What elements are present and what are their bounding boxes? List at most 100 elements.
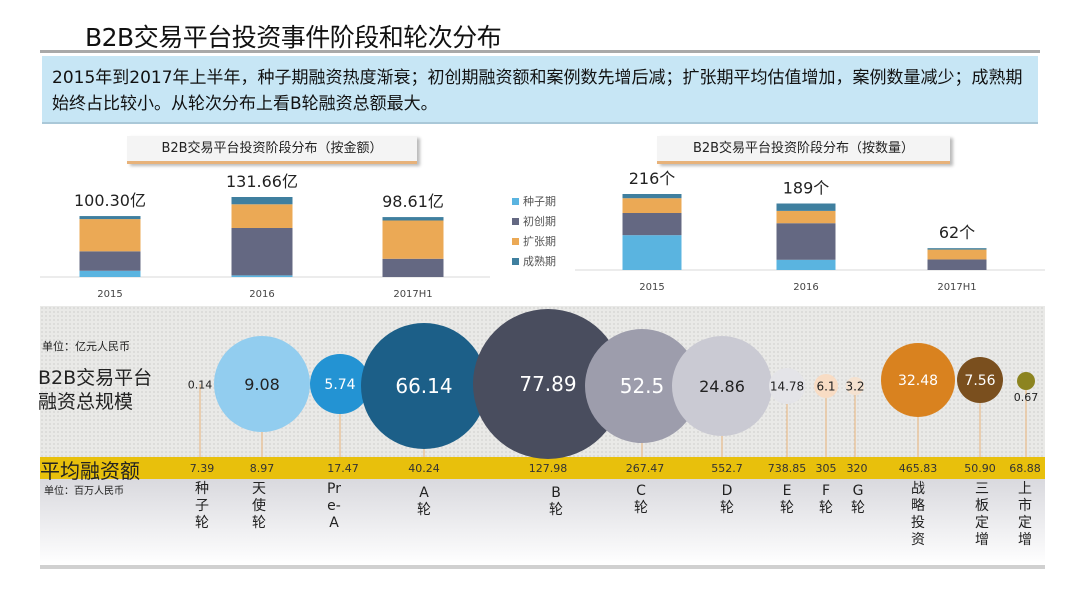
bar-segment-扩张期 — [382, 220, 444, 259]
bubble-B轮 — [473, 309, 623, 459]
page-title: B2B交易平台投资事件阶段和轮次分布 — [85, 23, 502, 52]
average-value: 50.90 — [964, 462, 996, 475]
amount-chart-title: B2B交易平台投资阶段分布（按金额） — [127, 136, 417, 164]
bubble-C轮 — [585, 329, 699, 443]
bar-segment-成熟期 — [382, 217, 444, 221]
summary-box: 2015年到2017年上半年，种子期融资热度渐衰；初创期融资额和案例数先增后减；… — [42, 56, 1038, 124]
bubble-F轮 — [814, 374, 838, 398]
bubble-value: 24.86 — [699, 377, 745, 396]
x-tick-label: 2016 — [249, 289, 274, 300]
total-label: 131.66亿 — [226, 172, 298, 191]
bar-segment-种子期 — [231, 275, 293, 277]
round-label: 上市定增 — [1018, 481, 1032, 548]
average-value: 552.7 — [711, 462, 743, 475]
bar-segment-扩张期 — [776, 210, 836, 224]
x-tick-label: 2017H1 — [937, 282, 976, 293]
bar-segment-初创期 — [79, 251, 141, 271]
x-tick-label: 2017H1 — [393, 289, 432, 300]
average-value: 320 — [847, 462, 868, 475]
legend-swatch — [512, 238, 519, 245]
average-value: 7.39 — [190, 462, 215, 475]
bubble-三板定增 — [957, 357, 1003, 403]
title-divider — [40, 50, 1040, 53]
bubble-value: 3.2 — [845, 379, 864, 393]
total-label: 62个 — [939, 223, 975, 242]
bubble-value: 5.74 — [324, 377, 355, 393]
round-label: A轮 — [417, 485, 431, 518]
bar-segment-初创期 — [927, 259, 987, 270]
bar-segment-初创期 — [231, 227, 293, 276]
average-value: 127.98 — [529, 462, 568, 475]
bar-segment-成熟期 — [231, 197, 293, 205]
bubble-天使轮 — [214, 336, 310, 432]
bar-segment-初创期 — [382, 258, 444, 277]
bar-segment-初创期 — [622, 213, 682, 236]
bar-segment-成熟期 — [79, 216, 141, 220]
bar-segment-成熟期 — [776, 203, 836, 211]
round-label: 战略投资 — [911, 481, 925, 548]
round-label: G轮 — [851, 483, 865, 516]
bubble-value: 9.08 — [244, 375, 280, 394]
average-unit-label: 单位：百万人民币 — [44, 486, 124, 497]
round-label: 三板定增 — [975, 481, 989, 548]
average-value: 68.88 — [1009, 462, 1041, 475]
bar-segment-种子期 — [776, 259, 836, 270]
bubble-value: 7.56 — [964, 373, 995, 389]
legend-swatch — [512, 198, 519, 205]
bubble-value: 14.78 — [770, 379, 804, 393]
round-label: 天使轮 — [252, 481, 266, 531]
bar-segment-扩张期 — [927, 249, 987, 260]
average-value: 267.47 — [626, 462, 665, 475]
legend-label: 扩张期 — [523, 234, 556, 248]
bar-segment-种子期 — [622, 235, 682, 270]
round-label: C轮 — [634, 483, 648, 516]
bar-segment-扩张期 — [79, 219, 141, 252]
round-label: D轮 — [720, 483, 734, 516]
bar-segment-成熟期 — [622, 194, 682, 199]
legend-swatch — [512, 258, 519, 265]
average-value: 8.97 — [250, 462, 275, 475]
bubble-value: 32.48 — [898, 373, 938, 389]
bubble-Pre-A — [310, 354, 370, 414]
average-value: 40.24 — [408, 462, 440, 475]
total-label: 98.61亿 — [382, 192, 444, 211]
round-label: Pre-A — [327, 481, 341, 531]
total-label: 100.30亿 — [74, 191, 146, 210]
bar-segment-成熟期 — [927, 248, 987, 250]
bottom-divider — [40, 565, 1045, 569]
round-label: 种子轮 — [195, 481, 209, 531]
bubble-E轮 — [769, 368, 805, 404]
average-value: 738.85 — [768, 462, 807, 475]
round-label: B轮 — [549, 485, 563, 518]
legend-label: 初创期 — [523, 214, 556, 228]
bubble-上市定增 — [1017, 372, 1035, 390]
legend-label: 种子期 — [523, 194, 556, 208]
round-label: E轮 — [780, 483, 794, 516]
bubble-G轮 — [846, 377, 864, 395]
bar-segment-初创期 — [776, 223, 836, 260]
bubble-value: 6.1 — [816, 379, 835, 393]
average-value: 17.47 — [327, 462, 359, 475]
bubble-value: 0.67 — [1014, 391, 1039, 404]
bubble-value: 0.14 — [188, 378, 213, 391]
bubble-A轮 — [361, 323, 487, 449]
average-value: 465.83 — [899, 462, 938, 475]
round-label-area — [40, 479, 1045, 565]
legend-label: 成熟期 — [523, 254, 556, 268]
average-value: 305 — [816, 462, 837, 475]
bar-segment-种子期 — [79, 270, 141, 277]
x-tick-label: 2016 — [793, 282, 818, 293]
bubble-value: 77.89 — [519, 372, 576, 396]
total-label: 216个 — [629, 169, 676, 188]
average-label: 平均融资额 — [40, 459, 140, 483]
bubble-value: 66.14 — [395, 374, 452, 398]
total-label: B2B交易平台融资总规模 — [38, 367, 153, 413]
average-band — [40, 457, 1045, 479]
legend-swatch — [512, 218, 519, 225]
bubble-value: 52.5 — [620, 374, 665, 398]
total-label: 189个 — [783, 179, 830, 198]
bar-segment-扩张期 — [231, 204, 293, 228]
count-chart-title: B2B交易平台投资阶段分布（按数量） — [657, 136, 950, 164]
x-tick-label: 2015 — [97, 289, 122, 300]
